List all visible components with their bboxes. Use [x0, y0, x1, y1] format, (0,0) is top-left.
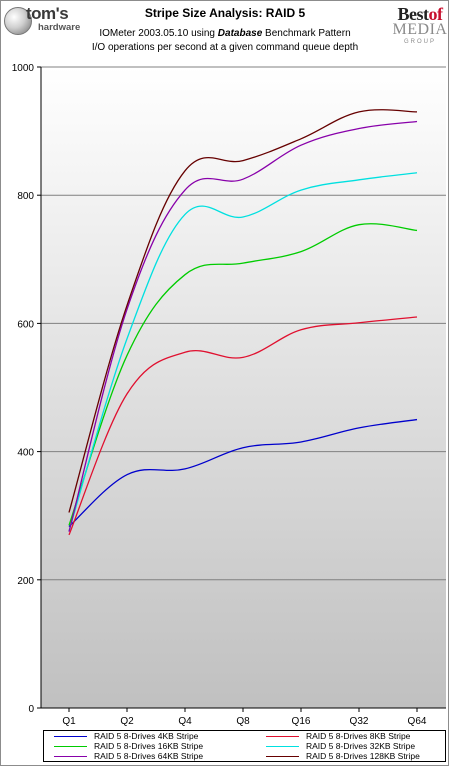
y-tick-label: 400 [17, 448, 34, 459]
y-tick-label: 1000 [12, 63, 35, 74]
legend-swatch [54, 756, 87, 757]
x-tick-label: Q64 [408, 716, 427, 727]
series-line [68, 120, 418, 532]
best-of-media-logo: Bestof MEDIA GROUP [392, 4, 448, 52]
chart-legend: RAID 5 8-Drives 4KB Stripe RAID 5 8-Drive… [43, 730, 446, 762]
logo-group: GROUP [403, 39, 436, 45]
y-tick-label: 600 [17, 319, 34, 330]
logo-name: tom's [26, 4, 69, 23]
subtitle-emphasis: Database [217, 28, 263, 39]
x-tick-label: Q2 [120, 716, 134, 727]
legend-label: RAID 5 8-Drives 8KB Stripe [306, 731, 411, 741]
legend-swatch [54, 746, 87, 747]
series-line [68, 109, 418, 513]
subtitle-prefix: IOMeter 2003.05.10 using [99, 28, 218, 39]
logo-of: of [428, 4, 444, 24]
chart-subtitle-line2: I/O operations per second at a given com… [91, 42, 359, 53]
x-tick-label: Q8 [236, 716, 250, 727]
legend-label: RAID 5 8-Drives 16KB Stripe [94, 741, 204, 751]
logo-media: MEDIA [392, 21, 448, 38]
legend-swatch [266, 756, 299, 757]
legend-swatch [266, 736, 299, 737]
toms-hardware-logo: tom's hardware [4, 4, 94, 38]
logo-sub: hardware [38, 22, 81, 33]
series-line [68, 418, 418, 528]
series-line [68, 223, 418, 526]
plot-area [41, 67, 446, 708]
x-tick-label: Q32 [350, 716, 369, 727]
subtitle-suffix: Benchmark Pattern [262, 28, 351, 39]
y-tick-label: 0 [28, 704, 34, 715]
x-tick-label: Q4 [178, 716, 192, 727]
legend-label: RAID 5 8-Drives 4KB Stripe [94, 731, 199, 741]
y-tick-label: 200 [17, 576, 34, 587]
legend-label: RAID 5 8-Drives 64KB Stripe [94, 751, 204, 761]
logo-best: Best [397, 4, 430, 24]
legend-swatch [54, 736, 87, 737]
chart-title: Stripe Size Analysis: RAID 5 [144, 6, 306, 20]
chart-subtitle: IOMeter 2003.05.10 using Database Benchm… [0, 28, 450, 39]
y-tick-label: 800 [17, 191, 34, 202]
series-line [68, 172, 418, 532]
x-tick-label: Q16 [292, 716, 311, 727]
logo-globe-icon [4, 7, 32, 35]
legend-swatch [266, 746, 299, 747]
series-line [68, 316, 418, 536]
x-tick-label: Q1 [62, 716, 76, 727]
legend-label: RAID 5 8-Drives 32KB Stripe [306, 741, 416, 751]
legend-label: RAID 5 8-Drives 128KB Stripe [306, 751, 420, 761]
